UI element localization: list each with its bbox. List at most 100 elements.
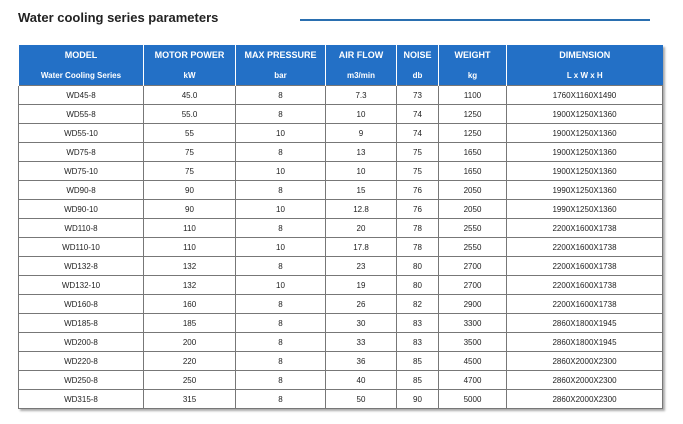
table-cell: 1900X1250X1360 [506,161,663,181]
column-name: DIMENSION [506,45,663,65]
table-cell: 75 [143,161,236,181]
table-cell: 8 [235,85,326,105]
table-cell: 2050 [438,180,507,200]
table-row: WD250-8 250 8 40 85 4700 2860X2000X2300 [18,370,663,390]
table-cell: 2860X2000X2300 [506,389,663,409]
table-cell: 1900X1250X1360 [506,104,663,124]
table-cell: 2900 [438,294,507,314]
table-cell: 10 [325,104,397,124]
table-cell: 2550 [438,218,507,238]
column-unit: kW [143,65,236,86]
table-cell: 90 [143,199,236,219]
table-cell: 9 [325,123,397,143]
table-cell: 2200X1600X1738 [506,218,663,238]
table-cell: 19 [325,275,397,295]
column-name: AIR FLOW [325,45,397,65]
table-cell: 8 [235,332,326,352]
column-unit: db [396,65,439,86]
table-cell: 8 [235,389,326,409]
table-row: WD55-10 55 10 9 74 1250 1900X1250X1360 [18,123,663,143]
table-cell: 2550 [438,237,507,257]
table-cell: WD55-10 [18,123,144,143]
table-cell: 2200X1600X1738 [506,237,663,257]
table-cell: 8 [235,294,326,314]
table-cell: 220 [143,351,236,371]
table-cell: WD220-8 [18,351,144,371]
column-unit: kg [438,65,507,86]
table-cell: 2700 [438,275,507,295]
table-row: WD110-10 110 10 17.8 78 2550 2200X1600X1738 [18,237,663,257]
table-cell: 78 [396,218,439,238]
table-cell: 7.3 [325,85,397,105]
table-cell: WD315-8 [18,389,144,409]
table-cell: 55 [143,123,236,143]
column-unit: Water Cooling Series [18,65,144,86]
table-row: WD132-10 132 10 19 80 2700 2200X1600X1738 [18,275,663,295]
table-cell: WD45-8 [18,85,144,105]
table-cell: 2200X1600X1738 [506,275,663,295]
table-cell: 23 [325,256,397,276]
table-cell: 1990X1250X1360 [506,199,663,219]
table-cell: WD250-8 [18,370,144,390]
table-cell: 75 [143,142,236,162]
table-cell: 10 [235,199,326,219]
table-cell: 8 [235,218,326,238]
table-row: WD55-8 55.0 8 10 74 1250 1900X1250X1360 [18,104,663,124]
table-cell: 4700 [438,370,507,390]
table-cell: 3300 [438,313,507,333]
table-cell: 1900X1250X1360 [506,142,663,162]
table-cell: 8 [235,370,326,390]
table-cell: 132 [143,256,236,276]
table-row: WD200-8 200 8 33 83 3500 2860X1800X1945 [18,332,663,352]
table-cell: 33 [325,332,397,352]
table-cell: 55.0 [143,104,236,124]
table-row: WD90-10 90 10 12.8 76 2050 1990X1250X1360 [18,199,663,219]
table-cell: 2200X1600X1738 [506,256,663,276]
column-name: WEIGHT [438,45,507,65]
table-cell: WD110-8 [18,218,144,238]
column-name: MOTOR POWER [143,45,236,65]
table-row: WD220-8 220 8 36 85 4500 2860X2000X2300 [18,351,663,371]
table-cell: 185 [143,313,236,333]
table-cell: 250 [143,370,236,390]
table-cell: 8 [235,256,326,276]
table-cell: 160 [143,294,236,314]
table-cell: 20 [325,218,397,238]
table-cell: 10 [325,161,397,181]
table-cell: 13 [325,142,397,162]
table-row: WD132-8 132 8 23 80 2700 2200X1600X1738 [18,256,663,276]
table-row: WD75-10 75 10 10 75 1650 1900X1250X1360 [18,161,663,181]
table-cell: 90 [396,389,439,409]
table-head: MODEL MOTOR POWER MAX PRESSURE AIR FLOW NOIS… [18,45,663,86]
table-cell: 10 [235,237,326,257]
table-cell: 74 [396,104,439,124]
table-cell: 30 [325,313,397,333]
table-cell: 315 [143,389,236,409]
table-cell: WD185-8 [18,313,144,333]
table-body: WD45-8 45.0 8 7.3 73 1100 1760X1160X1490 WD55-8… [18,85,663,409]
table-cell: 90 [143,180,236,200]
table-cell: WD110-10 [18,237,144,257]
table-cell: 2860X1800X1945 [506,332,663,352]
table-cell: 83 [396,332,439,352]
table-cell: 8 [235,351,326,371]
table-cell: 45.0 [143,85,236,105]
table-cell: 110 [143,218,236,238]
table-cell: 110 [143,237,236,257]
table-cell: 36 [325,351,397,371]
table-cell: 1760X1160X1490 [506,85,663,105]
table-cell: 200 [143,332,236,352]
table-cell: 10 [235,275,326,295]
table-cell: 85 [396,351,439,371]
table-cell: 10 [235,161,326,181]
table-cell: WD132-10 [18,275,144,295]
table-cell: 83 [396,313,439,333]
table-cell: 8 [235,104,326,124]
table-cell: 8 [235,180,326,200]
table-cell: 2860X2000X2300 [506,370,663,390]
table-cell: 75 [396,142,439,162]
table-cell: 8 [235,142,326,162]
unit-row: Water Cooling Series kW bar m3/min db kg L x W… [18,65,663,86]
column-unit: bar [235,65,326,86]
